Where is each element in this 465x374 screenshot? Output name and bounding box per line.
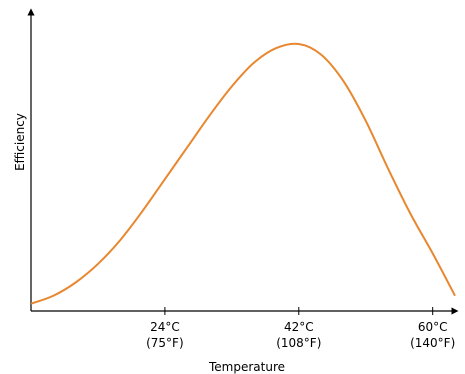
x-tick-label-24: 24°C (150, 320, 180, 334)
x-tick-label-60: 60°C (418, 320, 448, 334)
x-tick-sublabel-24: (75°F) (146, 336, 184, 350)
x-axis-label: Temperature (208, 360, 285, 374)
efficiency-curve (31, 44, 455, 304)
y-axis-label: Efficiency (13, 113, 27, 171)
x-tick-label-42: 42°C (284, 320, 314, 334)
x-tick-sublabel-60: (140°F) (410, 336, 455, 350)
x-tick-sublabel-42: (108°F) (276, 336, 321, 350)
